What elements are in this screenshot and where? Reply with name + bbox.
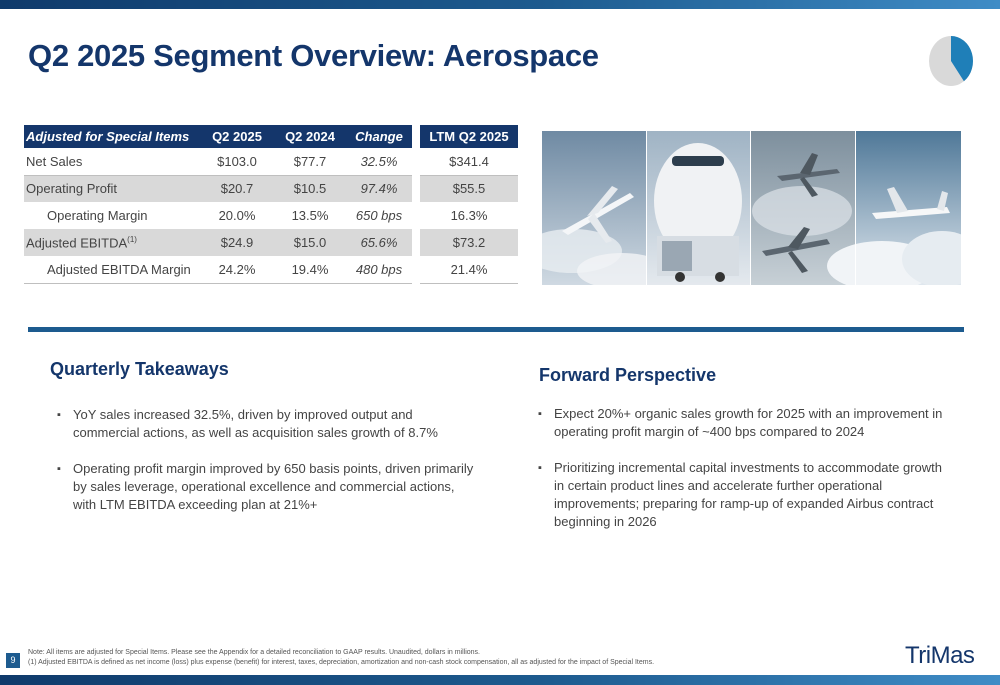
table-row: Operating Margin 20.0% 13.5% 650 bps 16.… (24, 202, 518, 229)
segment-share-pie-icon (929, 36, 973, 86)
trimas-logo: TriMas (905, 642, 975, 669)
bottom-accent-stripe (0, 675, 1000, 685)
cell-q2-2024: $77.7 (274, 148, 346, 176)
business-jet-icon (872, 207, 950, 219)
table-row: Operating Profit $20.7 $10.5 97.4% $55.5 (24, 175, 518, 202)
cell-q2-2024: 13.5% (291, 208, 329, 223)
footnote-general: Note: All items are adjusted for Special… (28, 649, 480, 656)
page-title: Q2 2025 Segment Overview: Aerospace (28, 38, 599, 73)
list-item: Expect 20%+ organic sales growth for 202… (538, 405, 948, 441)
header-ltm: LTM Q2 2025 (420, 125, 518, 148)
table-row: Adjusted EBITDA(1) $24.9 $15.0 65.6% $73… (24, 229, 518, 256)
row-label: Operating Profit (24, 175, 200, 202)
segment-financials-table: Adjusted for Special Items Q2 2025 Q2 20… (24, 125, 518, 284)
cell-ltm: 16.3% (450, 208, 488, 223)
cell-q2-2025: $20.7 (200, 175, 274, 202)
cell-q2-2025: 20.0% (218, 208, 256, 223)
pie-segment-slice (951, 36, 973, 82)
row-label: Net Sales (24, 148, 200, 176)
header-label: Adjusted for Special Items (24, 125, 200, 148)
cell-q2-2025: $103.0 (200, 148, 274, 176)
table-row: Net Sales $103.0 $77.7 32.5% $341.4 (24, 148, 518, 176)
list-item: YoY sales increased 32.5%, driven by imp… (57, 406, 477, 442)
cell-q2-2024: 19.4% (274, 256, 346, 284)
footnotes: Note: All items are adjusted for Special… (28, 648, 654, 668)
cell-change: 480 bps (346, 256, 412, 284)
list-item: Prioritizing incremental capital investm… (538, 459, 948, 531)
cell-change: 32.5% (346, 148, 412, 176)
page-number: 9 (6, 653, 20, 668)
table-header-row: Adjusted for Special Items Q2 2025 Q2 20… (24, 125, 518, 148)
cell-q2-2025: $24.9 (200, 229, 274, 256)
cell-change: 65.6% (346, 229, 412, 256)
footnote-marker: (1) (127, 234, 137, 244)
fighter-jet-icon (777, 169, 840, 181)
header-q2-2024: Q2 2024 (274, 125, 346, 148)
takeaways-heading: Quarterly Takeaways (50, 359, 229, 379)
cell-ltm: $341.4 (420, 148, 518, 176)
cell-change: 650 bps (355, 208, 403, 223)
footnote-ebitda: (1) Adjusted EBITDA is defined as net in… (28, 659, 655, 666)
aerospace-photo-collage (542, 131, 961, 285)
cell-q2-2024: $15.0 (274, 229, 346, 256)
top-accent-stripe (0, 0, 1000, 9)
airliner-icon (562, 193, 634, 235)
table-row: Adjusted EBITDA Margin 24.2% 19.4% 480 b… (24, 256, 518, 284)
cell-ltm: 21.4% (420, 256, 518, 284)
row-label: Adjusted EBITDA(1) (24, 229, 200, 256)
perspective-heading: Forward Perspective (539, 365, 717, 385)
section-divider (28, 327, 964, 332)
cell-ltm: $73.2 (420, 229, 518, 256)
cell-change: 97.4% (346, 175, 412, 202)
list-item: Operating profit margin improved by 650 … (57, 460, 477, 514)
row-label: Adjusted EBITDA Margin (24, 256, 200, 284)
perspective-list: Expect 20%+ organic sales growth for 202… (538, 405, 948, 549)
cell-q2-2025: 24.2% (200, 256, 274, 284)
aircraft-nose-icon (654, 143, 742, 259)
cell-q2-2024: $10.5 (274, 175, 346, 202)
header-change: Change (346, 125, 412, 148)
row-label: Operating Margin (47, 208, 148, 223)
takeaways-list: YoY sales increased 32.5%, driven by imp… (57, 406, 477, 532)
header-q2-2025: Q2 2025 (200, 125, 274, 148)
cell-ltm: $55.5 (420, 175, 518, 202)
